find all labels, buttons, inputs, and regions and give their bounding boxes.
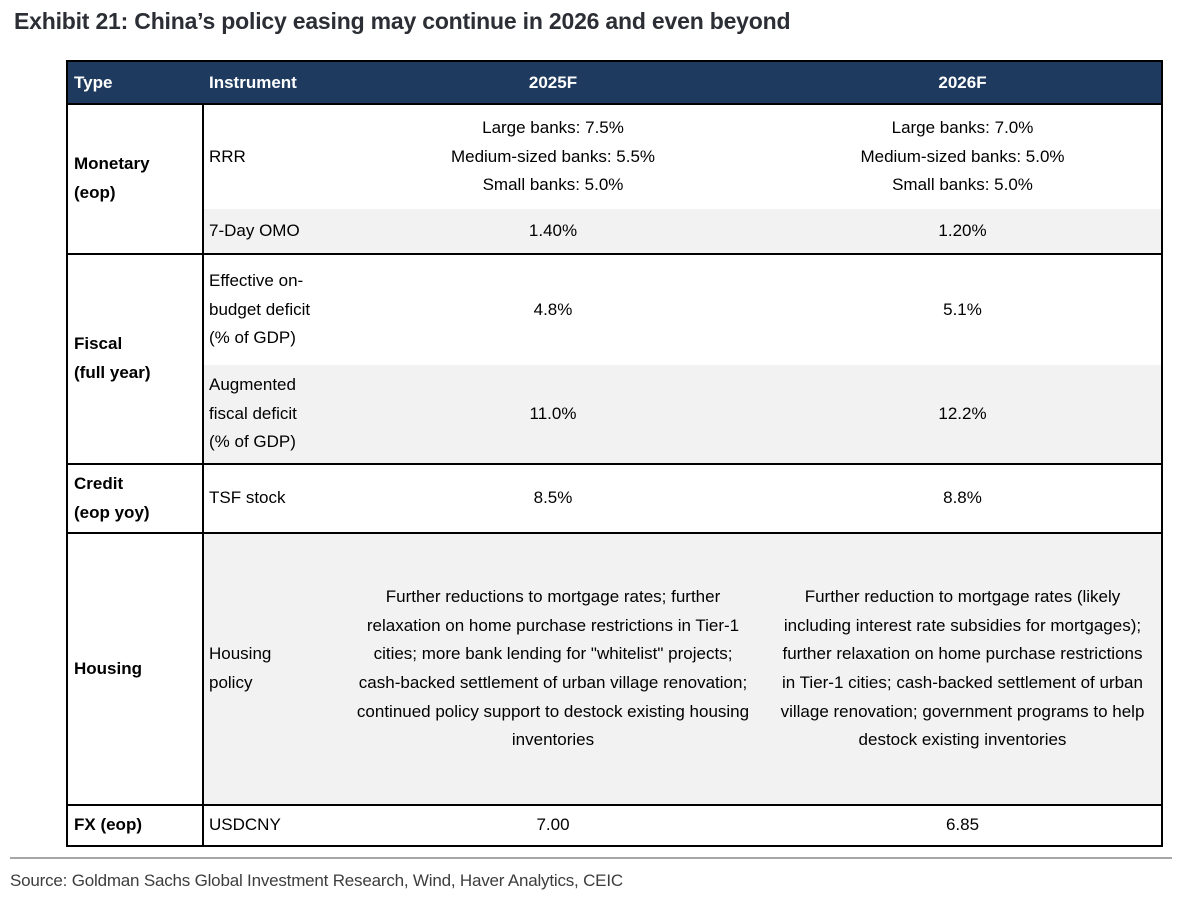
table-row-augmented-deficit: Augmented fiscal deficit (% of GDP) 11.0… (67, 365, 1162, 464)
value-cell-housing-2026: Further reduction to mortgage rates (lik… (764, 532, 1162, 805)
value-cell-rrr-2025: Large banks: 7.5% Medium-sized banks: 5.… (450, 118, 656, 195)
value-cell-augmented-2025: 11.0% (342, 365, 764, 464)
column-header-2025f: 2025F (342, 61, 764, 105)
page-title: Exhibit 21: China’s policy easing may co… (14, 8, 791, 34)
type-cell-fx: FX (eop) (67, 804, 204, 846)
value-cell-augmented-2026: 12.2% (764, 365, 1162, 464)
column-header-instrument: Instrument (203, 61, 342, 105)
type-cell-credit: Credit (eop yoy) (67, 463, 204, 533)
value-cell-tsf-2026: 8.8% (764, 463, 1162, 533)
type-cell-monetary: Monetary (eop) (67, 104, 204, 254)
table-header-row: Type Instrument 2025F 2026F (67, 61, 1162, 105)
instrument-cell-omo: 7-Day OMO (203, 209, 342, 254)
instrument-cell-usdcny: USDCNY (203, 804, 342, 846)
value-cell-onbudget-2025: 4.8% (342, 253, 764, 365)
table-row-tsf: Credit (eop yoy) TSF stock 8.5% 8.8% (67, 463, 1162, 533)
table-row-omo: 7-Day OMO 1.40% 1.20% (67, 209, 1162, 254)
type-cell-housing: Housing (67, 532, 204, 805)
source-note: Source: Goldman Sachs Global Investment … (10, 871, 623, 890)
column-header-type: Type (67, 61, 203, 105)
policy-easing-table: Type Instrument 2025F 2026F Monetary (eo… (66, 60, 1163, 847)
value-cell-usdcny-2026: 6.85 (764, 804, 1162, 846)
instrument-cell-onbudget-deficit: Effective on- budget deficit (% of GDP) (203, 253, 342, 365)
table-row-housing: Housing Housing policy Further reduction… (67, 532, 1162, 805)
value-cell-tsf-2025: 8.5% (342, 463, 764, 533)
footer-divider (10, 857, 1172, 859)
instrument-cell-housing-policy: Housing policy (203, 532, 342, 805)
table-row-fx: FX (eop) USDCNY 7.00 6.85 (67, 804, 1162, 846)
table-row-rrr: Monetary (eop) RRR Large banks: 7.5% Med… (67, 104, 1162, 254)
type-cell-fiscal: Fiscal (full year) (67, 253, 204, 464)
instrument-cell-tsf: TSF stock (203, 463, 342, 533)
value-cell-omo-2025: 1.40% (342, 209, 764, 254)
column-header-2026f: 2026F (764, 61, 1162, 105)
value-cell-housing-2025: Further reductions to mortgage rates; fu… (342, 532, 764, 805)
instrument-cell-rrr: RRR (209, 146, 246, 166)
value-cell-usdcny-2025: 7.00 (342, 804, 764, 846)
table-row-onbudget-deficit: Fiscal (full year) Effective on- budget … (67, 253, 1162, 464)
value-cell-omo-2026: 1.20% (764, 209, 1162, 254)
value-cell-rrr-2026: Large banks: 7.0% Medium-sized banks: 5.… (860, 118, 1065, 195)
instrument-cell-augmented-deficit: Augmented fiscal deficit (% of GDP) (203, 365, 342, 464)
value-cell-onbudget-2026: 5.1% (764, 253, 1162, 365)
